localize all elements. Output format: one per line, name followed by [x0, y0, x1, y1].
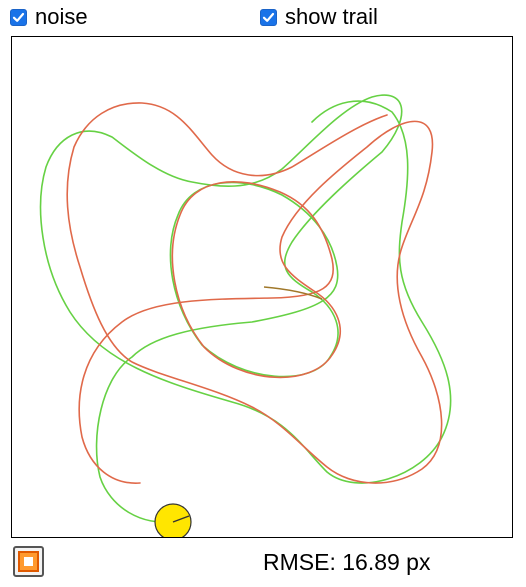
- stop-icon: [18, 551, 39, 572]
- show-trail-toggle[interactable]: show trail: [260, 5, 378, 29]
- noise-toggle[interactable]: noise: [10, 5, 88, 29]
- show-trail-checkbox[interactable]: [260, 8, 277, 26]
- noise-label: noise: [35, 4, 88, 29]
- simulation-canvas[interactable]: [11, 36, 513, 538]
- show-trail-label: show trail: [285, 4, 378, 29]
- estimated-trail: [66, 102, 443, 484]
- robot: [154, 503, 192, 537]
- stop-button[interactable]: [13, 546, 44, 577]
- trail-plot: [39, 94, 452, 537]
- checkmark-icon: [262, 12, 275, 22]
- true-trail: [39, 94, 452, 523]
- rmse-readout: RMSE: 16.89 px: [263, 549, 431, 575]
- heading-segment: [263, 286, 323, 300]
- status-bar: RMSE: 16.89 px: [0, 540, 526, 587]
- checkmark-icon: [12, 12, 25, 22]
- toolbar: noise show trail: [0, 0, 526, 34]
- noise-checkbox[interactable]: [10, 8, 27, 26]
